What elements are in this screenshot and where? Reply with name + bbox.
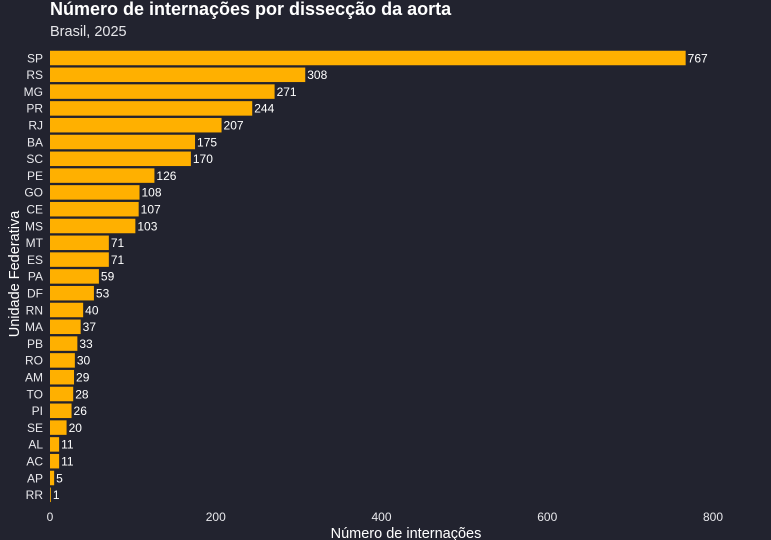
value-label-am: 29 <box>76 371 90 385</box>
y-tick-label-rn: RN <box>26 303 43 317</box>
chart-subtitle: Brasil, 2025 <box>50 24 127 40</box>
bar-se <box>50 420 67 435</box>
value-label-rn: 40 <box>85 303 99 317</box>
bar-rs <box>50 67 306 83</box>
value-label-rs: 308 <box>307 68 327 82</box>
value-label-sc: 170 <box>193 152 213 166</box>
y-tick-label-es: ES <box>27 253 43 267</box>
y-tick-label-mg: MG <box>24 85 43 99</box>
bar-ap <box>50 470 55 486</box>
value-label-pe: 126 <box>156 169 176 183</box>
bar-sp <box>50 50 686 66</box>
value-label-rr: 1 <box>53 488 60 502</box>
bar-am <box>50 369 75 385</box>
value-label-mt: 71 <box>111 236 125 250</box>
y-tick-label-am: AM <box>25 371 43 385</box>
bar-go <box>50 185 140 200</box>
value-label-pb: 33 <box>79 337 93 351</box>
bar-to <box>50 386 74 402</box>
y-axis-ticks: SP RS MG PR RJ BA SC PE GO CE MS MT ES PA DF RN MA PB RO AM… <box>24 51 44 502</box>
x-tick-label-800: 800 <box>703 510 723 524</box>
y-tick-label-ro: RO <box>25 354 43 368</box>
value-label-ap: 5 <box>56 471 63 485</box>
y-tick-label-rr: RR <box>26 488 44 502</box>
bar-rn <box>50 302 84 318</box>
value-label-mg: 271 <box>277 85 297 99</box>
value-label-al: 11 <box>61 438 74 452</box>
x-tick-label-600: 600 <box>537 510 557 524</box>
bar-pa <box>50 269 99 284</box>
y-tick-label-rs: RS <box>26 68 43 82</box>
value-label-go: 108 <box>142 186 162 200</box>
value-label-ma: 37 <box>83 320 97 334</box>
y-tick-label-pb: PB <box>27 337 43 351</box>
value-label-pa: 59 <box>101 270 115 284</box>
x-tick-label-0: 0 <box>47 510 54 524</box>
value-label-ms: 103 <box>137 219 157 233</box>
y-axis-title: Unidade Federativa <box>7 210 23 337</box>
bar-pb <box>50 336 78 351</box>
y-tick-label-ba: BA <box>27 135 43 149</box>
value-label-pi: 26 <box>74 404 88 418</box>
bar-df <box>50 285 94 301</box>
x-tick-label-200: 200 <box>206 510 226 524</box>
value-label-se: 20 <box>69 421 83 435</box>
y-tick-label-pi: PI <box>32 404 43 418</box>
y-tick-label-pr: PR <box>26 102 43 116</box>
value-label-ce: 107 <box>141 203 161 217</box>
y-tick-label-ms: MS <box>25 219 43 233</box>
bar-es <box>50 252 109 267</box>
bar-mt <box>50 235 109 251</box>
bar-al <box>50 437 60 452</box>
x-axis-title: Número de internações <box>331 526 482 540</box>
y-tick-label-sp: SP <box>27 51 43 65</box>
y-tick-label-go: GO <box>24 186 43 200</box>
value-label-es: 71 <box>111 253 125 267</box>
chart-title: Número de internações por dissecção da a… <box>50 0 452 19</box>
bar-rr <box>50 487 51 503</box>
x-tick-label-400: 400 <box>371 510 391 524</box>
y-tick-label-df: DF <box>27 287 43 301</box>
value-label-to: 28 <box>75 387 89 401</box>
bar-ba <box>50 134 196 150</box>
y-tick-label-pe: PE <box>27 169 43 183</box>
y-tick-label-ma: MA <box>25 320 43 334</box>
y-tick-label-mt: MT <box>26 236 44 250</box>
value-label-df: 53 <box>96 287 110 301</box>
value-label-rj: 207 <box>224 119 244 133</box>
bar-ma <box>50 319 81 335</box>
bar-mg <box>50 84 275 99</box>
value-label-ba: 175 <box>197 135 217 149</box>
bar-ac <box>50 453 60 469</box>
bar-rj <box>50 117 222 133</box>
y-tick-label-ac: AC <box>26 455 43 469</box>
y-tick-label-al: AL <box>28 438 43 452</box>
bar-sc <box>50 151 191 167</box>
bars-group <box>50 50 686 503</box>
bar-ce <box>50 201 139 217</box>
bar-pi <box>50 403 72 419</box>
value-label-ro: 30 <box>77 354 91 368</box>
y-tick-label-se: SE <box>27 421 43 435</box>
y-tick-label-to: TO <box>27 387 43 401</box>
bar-ms <box>50 218 136 234</box>
bar-pe <box>50 168 155 183</box>
y-tick-label-rj: RJ <box>28 119 43 133</box>
value-label-pr: 244 <box>254 102 274 116</box>
y-tick-label-sc: SC <box>26 152 43 166</box>
value-label-sp: 767 <box>688 51 708 65</box>
value-label-ac: 11 <box>61 455 74 469</box>
y-tick-label-pa: PA <box>28 270 43 284</box>
bar-ro <box>50 353 75 368</box>
value-labels-group: 7673082712442071751701261081071037171595… <box>53 51 708 502</box>
y-tick-label-ce: CE <box>26 203 43 217</box>
bar-pr <box>50 101 253 116</box>
y-tick-label-ap: AP <box>27 471 43 485</box>
x-axis-ticks: 0 200 400 600 800 <box>47 510 724 524</box>
